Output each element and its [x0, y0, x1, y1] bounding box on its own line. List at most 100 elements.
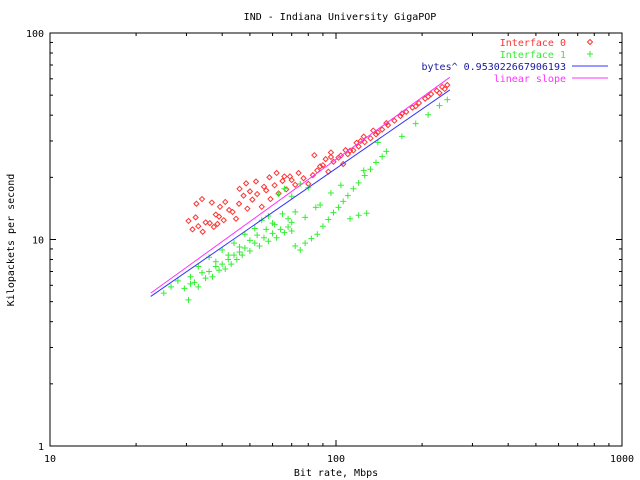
data-point: [212, 258, 219, 265]
data-point: [288, 219, 295, 226]
legend-label-1: Interface 1: [500, 50, 566, 61]
data-point: [181, 285, 188, 292]
data-point: [367, 135, 374, 142]
data-point: [232, 215, 240, 222]
data-point: [441, 85, 448, 93]
data-point: [174, 277, 181, 284]
data-point: [273, 169, 280, 177]
data-point: [444, 81, 451, 89]
data-point: [236, 185, 243, 193]
data-point: [367, 166, 374, 173]
data-point: [265, 212, 272, 219]
data-point: [347, 215, 354, 222]
data-point: [372, 131, 380, 138]
data-point: [222, 198, 229, 206]
legend-swatch-0: [586, 38, 594, 46]
data-point: [241, 231, 248, 238]
data-point: [168, 283, 175, 290]
data-point: [288, 227, 295, 234]
chart-title: IND - Indiana University GigaPOP: [244, 12, 437, 23]
data-point: [246, 247, 253, 254]
data-point: [327, 153, 335, 161]
data-point: [316, 163, 324, 170]
data-point: [251, 225, 258, 232]
data-point: [379, 153, 386, 160]
data-point: [216, 267, 223, 274]
series-3: [150, 76, 451, 294]
data-point: [327, 189, 334, 196]
x-tick-label: 10: [44, 454, 56, 465]
data-point: [374, 139, 381, 146]
data-point: [235, 200, 243, 207]
data-point: [239, 252, 246, 259]
data-point: [398, 133, 405, 140]
data-point: [330, 158, 337, 165]
data-point: [309, 171, 317, 179]
data-point: [187, 273, 194, 280]
data-point: [214, 220, 221, 228]
data-point: [285, 215, 292, 222]
series-line-3: [150, 76, 451, 294]
data-point: [279, 210, 286, 217]
series-2: [150, 89, 451, 297]
x-tick-label: 1000: [610, 454, 634, 465]
series-line-2: [150, 89, 451, 297]
data-point: [412, 103, 419, 110]
data-point: [249, 196, 256, 203]
data-point: [281, 229, 288, 236]
data-point: [355, 143, 362, 150]
data-point: [335, 204, 342, 211]
series-1: [160, 96, 451, 303]
data-point: [288, 176, 295, 184]
data-point: [231, 252, 238, 259]
data-point: [378, 126, 386, 133]
data-point: [273, 234, 280, 241]
data-point: [325, 216, 332, 223]
legend-swatch-1: [587, 51, 593, 57]
data-point: [222, 265, 229, 272]
data-point: [253, 190, 261, 198]
data-point: [295, 169, 302, 177]
data-point: [355, 179, 362, 186]
data-point: [373, 159, 380, 166]
data-point: [424, 93, 432, 100]
data-point: [314, 231, 321, 238]
data-point: [297, 246, 304, 253]
data-point: [317, 201, 324, 208]
data-point: [246, 188, 254, 195]
data-point: [215, 213, 223, 220]
data-point: [210, 223, 218, 231]
data-point: [360, 167, 367, 174]
data-point: [327, 149, 335, 156]
y-tick-label: 100: [26, 29, 44, 40]
data-point: [302, 240, 309, 247]
data-point: [193, 200, 200, 207]
data-point: [192, 214, 199, 221]
legend-label-0: Interface 0: [500, 38, 566, 49]
data-point: [199, 228, 206, 235]
data-point: [240, 192, 247, 199]
data-point: [361, 172, 368, 179]
data-point: [209, 273, 216, 280]
data-point: [433, 87, 440, 94]
series-layer: [150, 76, 451, 303]
data-point: [191, 279, 198, 286]
data-point: [415, 99, 423, 107]
data-point: [258, 203, 265, 211]
data-point: [308, 235, 315, 242]
data-point: [236, 248, 243, 255]
data-point: [195, 263, 202, 270]
data-point: [216, 203, 224, 211]
data-point: [242, 180, 250, 187]
data-point: [391, 117, 398, 124]
data-point: [206, 268, 213, 275]
data-point: [275, 191, 282, 198]
data-point: [212, 211, 220, 218]
y-tick-label: 1: [38, 442, 44, 453]
data-point: [187, 280, 194, 287]
data-point: [185, 217, 192, 225]
data-point: [160, 290, 167, 297]
data-point: [195, 283, 202, 290]
data-point: [202, 275, 209, 282]
